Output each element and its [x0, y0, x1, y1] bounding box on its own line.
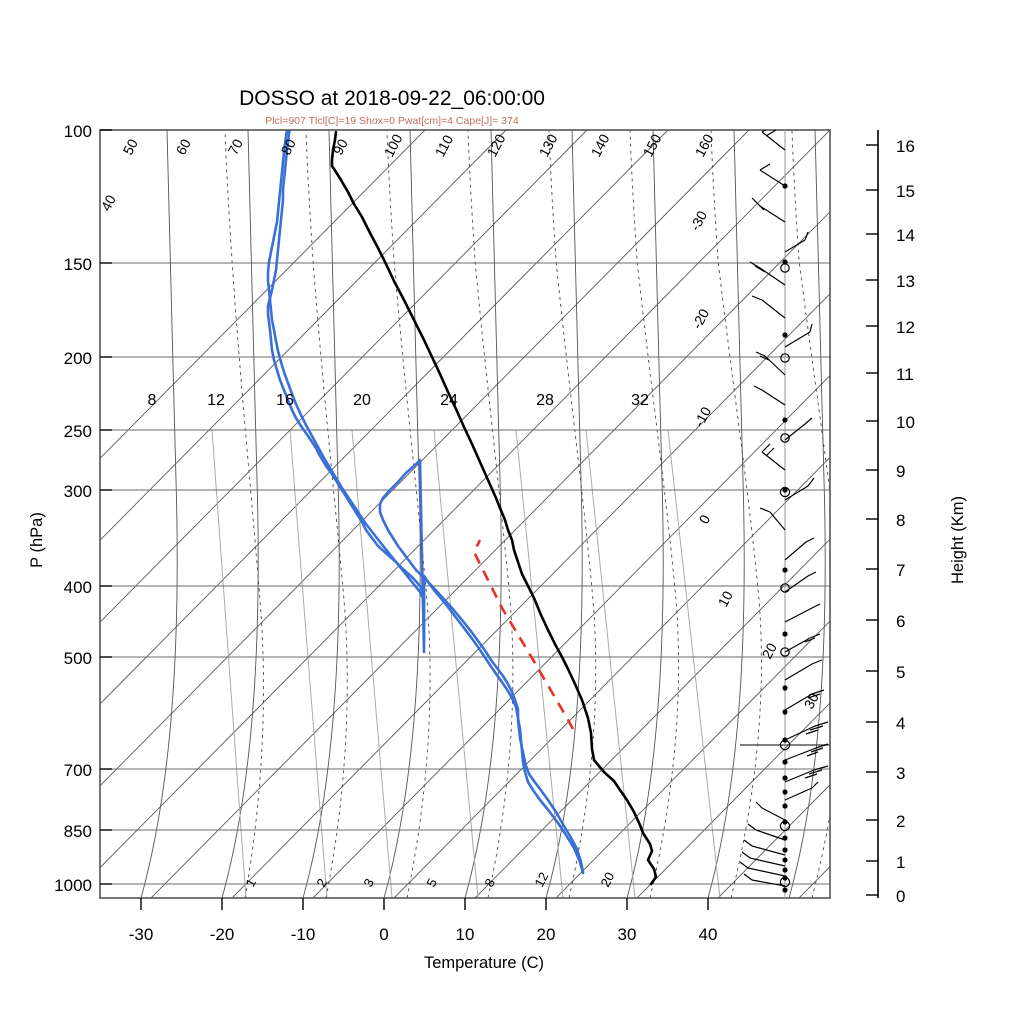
isotherm-right-labels: -30 -20 -10 0 10 20 30: [687, 208, 823, 712]
chart-title: DOSSO at 2018-09-22_06:00:00: [239, 87, 545, 110]
height-tick-2: 2: [896, 812, 905, 831]
height-tick-14: 14: [896, 226, 915, 245]
height-tick-11: 11: [896, 365, 914, 384]
height-tick-5: 5: [896, 663, 905, 682]
pressure-tick-500: 500: [64, 649, 92, 668]
height-tick-6: 6: [896, 612, 905, 631]
isotherm-label--20: -20: [689, 306, 713, 332]
pressure-tick-700: 700: [64, 761, 92, 780]
plot-frame: [99, 129, 831, 899]
temp-tick-0: 0: [379, 925, 388, 944]
wind-level-markers: [779, 183, 791, 893]
height-tick-4: 4: [896, 714, 905, 733]
dewpoint-trace: [266, 130, 585, 874]
wind-barb-profile: [739, 130, 829, 898]
isotherm-label-10: 10: [715, 588, 737, 609]
pressure-tick-300: 300: [64, 482, 92, 501]
isotherm-label--10: -10: [691, 404, 715, 430]
temp-tick--20: -20: [210, 925, 235, 944]
height-tick-7: 7: [896, 561, 905, 580]
skewt-grid: [100, 130, 830, 898]
mixing-ratio-label-20: 20: [597, 870, 617, 890]
dry-adiabat-label-60: 60: [173, 136, 195, 157]
mixing-ratio-label-12: 12: [531, 870, 551, 890]
height-axis: 16 15 14 13 12 11 10 9 8 7 6 5 4 3 2 1 0…: [866, 130, 967, 906]
moist-adiabat-label-24: 24: [440, 392, 458, 409]
mixing-ratio-label-5: 5: [423, 876, 440, 889]
mixing-ratio-label-3: 3: [360, 876, 377, 889]
temp-tick-30: 30: [618, 925, 637, 944]
chart-subtitle: Plcl=907 Tlcl[C]=19 Shox=0 Pwat[cm]=4 Ca…: [265, 115, 519, 127]
temperature-axis: -30 -20 -10 0 10 20 30 40 Temperature (C…: [129, 898, 718, 972]
moist-adiabat-label-8: 8: [148, 392, 157, 409]
pressure-tick-200: 200: [64, 349, 92, 368]
moist-adiabat-label-12: 12: [207, 392, 225, 409]
height-tick-8: 8: [896, 511, 905, 530]
dewpoint-trace-group: [266, 130, 585, 875]
height-axis-label: Height (Km): [949, 496, 967, 584]
pressure-axis-label: P (hPa): [28, 512, 46, 568]
height-tick-3: 3: [896, 764, 905, 783]
dry-adiabat-label-160: 160: [692, 131, 717, 159]
dry-adiabat-label-80: 80: [278, 136, 300, 157]
isotherm-label-20: 20: [759, 640, 781, 661]
height-tick-13: 13: [896, 272, 915, 291]
dry-adiabat-label-70: 70: [225, 136, 247, 157]
height-tick-1: 1: [896, 853, 905, 872]
mixing-ratio-label-8: 8: [481, 876, 498, 889]
dry-adiabat-label-120: 120: [484, 131, 509, 159]
pressure-tick-400: 400: [64, 578, 92, 597]
height-tick-15: 15: [896, 182, 915, 201]
dry-adiabat-label-100: 100: [381, 131, 406, 159]
isotherm-label-0: 0: [696, 512, 714, 527]
temperature-trace: [330, 130, 658, 886]
dry-adiabat-label-140: 140: [588, 131, 613, 159]
moist-adiabat-label-28: 28: [536, 392, 554, 409]
parcel-path-trace: [472, 539, 575, 730]
dewpoint-curve: [266, 130, 585, 875]
height-tick-16: 16: [896, 137, 915, 156]
temp-tick--10: -10: [291, 925, 316, 944]
moist-adiabat-label-20: 20: [353, 392, 371, 409]
moist-adiabat-label-32: 32: [631, 392, 649, 409]
dry-adiabat-label-40: 40: [98, 192, 120, 213]
dry-adiabat-label-50: 50: [120, 136, 142, 157]
temp-tick-40: 40: [699, 925, 718, 944]
dry-adiabat-label-130: 130: [536, 131, 561, 159]
pressure-tick-850: 850: [64, 822, 92, 841]
dry-adiabat-lines: [140, 130, 826, 898]
moist-adiabat-label-16: 16: [276, 392, 294, 409]
temp-tick-20: 20: [537, 925, 556, 944]
pressure-tick-150: 150: [64, 255, 92, 274]
height-tick-0: 0: [896, 887, 905, 906]
wind-barb-staffs: [739, 130, 829, 887]
height-tick-10: 10: [896, 413, 915, 432]
dry-adiabat-labels: 40 50 60 70 80 90 100 110 120 130 140 15…: [98, 131, 717, 213]
pressure-axis: 100 150 200 250 300 400 500 700 850 1000…: [28, 122, 112, 895]
mixing-ratio-label-2: 2: [313, 876, 330, 889]
pressure-tick-1000hpa-top: 100: [64, 122, 92, 141]
height-tick-9: 9: [896, 462, 905, 481]
mixing-ratio-lines: [211, 429, 721, 898]
dry-adiabat-label-90: 90: [330, 136, 352, 157]
isotherm-label-30: 30: [801, 690, 823, 711]
temperature-axis-label: Temperature (C): [424, 954, 544, 972]
moist-adiabat-labels: 8 12 16 20 24 28 32: [148, 392, 649, 409]
isotherm-label--30: -30: [687, 208, 711, 234]
height-tick-12: 12: [896, 318, 915, 337]
pressure-tick-1000: 1000: [54, 876, 92, 895]
temp-tick--30: -30: [129, 925, 154, 944]
isobar-lines: [100, 130, 830, 885]
dry-adiabat-label-110: 110: [432, 132, 457, 159]
moist-adiabat-lines: [224, 130, 830, 898]
pressure-tick-250: 250: [64, 422, 92, 441]
temp-tick-10: 10: [456, 925, 475, 944]
isotherm-lines: [100, 130, 830, 898]
sounding-traces: [266, 130, 658, 886]
